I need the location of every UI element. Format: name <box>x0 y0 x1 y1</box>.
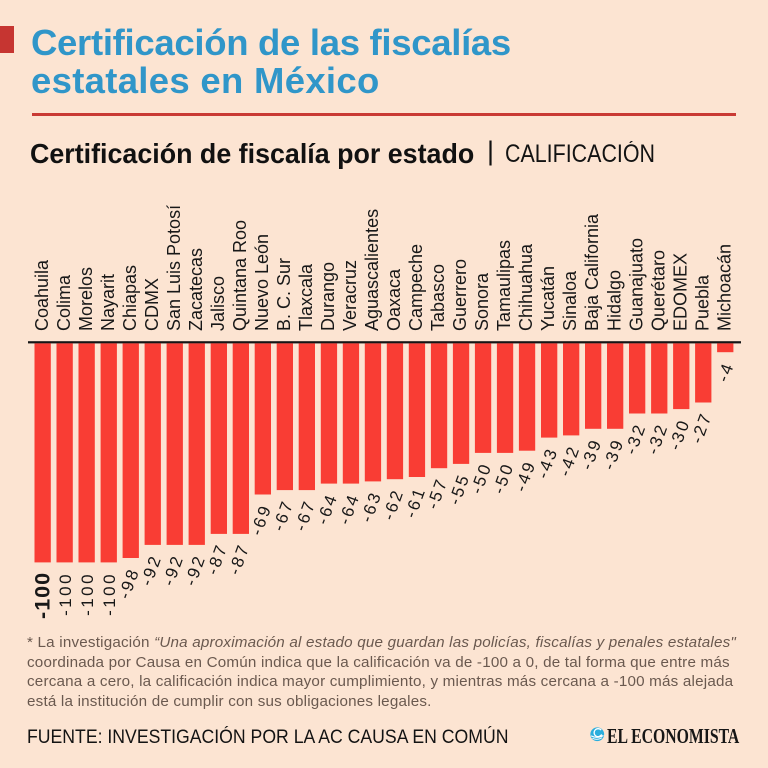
svg-text:B. C. Sur: B. C. Sur <box>274 258 294 331</box>
svg-text:Campeche: Campeche <box>406 244 426 331</box>
svg-text:-27: -27 <box>687 409 716 446</box>
svg-text:Sinaloa: Sinaloa <box>560 270 580 331</box>
svg-text:Morelos: Morelos <box>76 267 96 331</box>
svg-text:-63: -63 <box>357 488 386 525</box>
svg-text:Durango: Durango <box>318 262 338 331</box>
svg-text:-4: -4 <box>713 359 738 384</box>
svg-text:Veracruz: Veracruz <box>340 260 360 331</box>
svg-text:Puebla: Puebla <box>692 274 712 331</box>
svg-text:-87: -87 <box>225 541 254 578</box>
svg-text:Nuevo León: Nuevo León <box>252 234 272 331</box>
svg-text:Chihuahua: Chihuahua <box>516 243 536 331</box>
svg-text:Oaxaca: Oaxaca <box>384 268 404 331</box>
svg-text:Sonora: Sonora <box>472 272 492 331</box>
svg-text:EDOMEX: EDOMEX <box>670 253 690 331</box>
svg-text:Nayarit: Nayarit <box>98 274 118 331</box>
svg-text:Tamaulipas: Tamaulipas <box>494 240 514 331</box>
svg-text:-100: -100 <box>78 572 97 616</box>
svg-text:Aguascalientes: Aguascalientes <box>362 209 382 331</box>
svg-text:Guerrero: Guerrero <box>450 259 470 331</box>
svg-text:Coahuila: Coahuila <box>32 259 52 331</box>
svg-text:Jalisco: Jalisco <box>208 276 228 331</box>
svg-text:-100: -100 <box>31 572 55 619</box>
svg-text:Baja California: Baja California <box>582 213 602 331</box>
svg-text:Zacatecas: Zacatecas <box>186 248 206 331</box>
svg-text:-100: -100 <box>56 572 75 616</box>
svg-text:-100: -100 <box>100 572 119 616</box>
svg-text:Tabasco: Tabasco <box>428 264 448 331</box>
svg-text:Chiapas: Chiapas <box>120 265 140 331</box>
svg-text:CDMX: CDMX <box>142 278 162 331</box>
svg-text:Quintana Roo: Quintana Roo <box>230 220 250 331</box>
svg-text:Querétaro: Querétaro <box>648 250 668 331</box>
svg-text:Hidalgo: Hidalgo <box>604 270 624 331</box>
svg-text:Colima: Colima <box>54 274 74 331</box>
svg-text:Tlaxcala: Tlaxcala <box>296 263 316 331</box>
svg-text:Yucatán: Yucatán <box>538 266 558 331</box>
svg-text:Michoacán: Michoacán <box>714 244 734 331</box>
svg-text:Guanajuato: Guanajuato <box>626 238 646 331</box>
svg-text:San Luis Potosí: San Luis Potosí <box>164 205 184 331</box>
